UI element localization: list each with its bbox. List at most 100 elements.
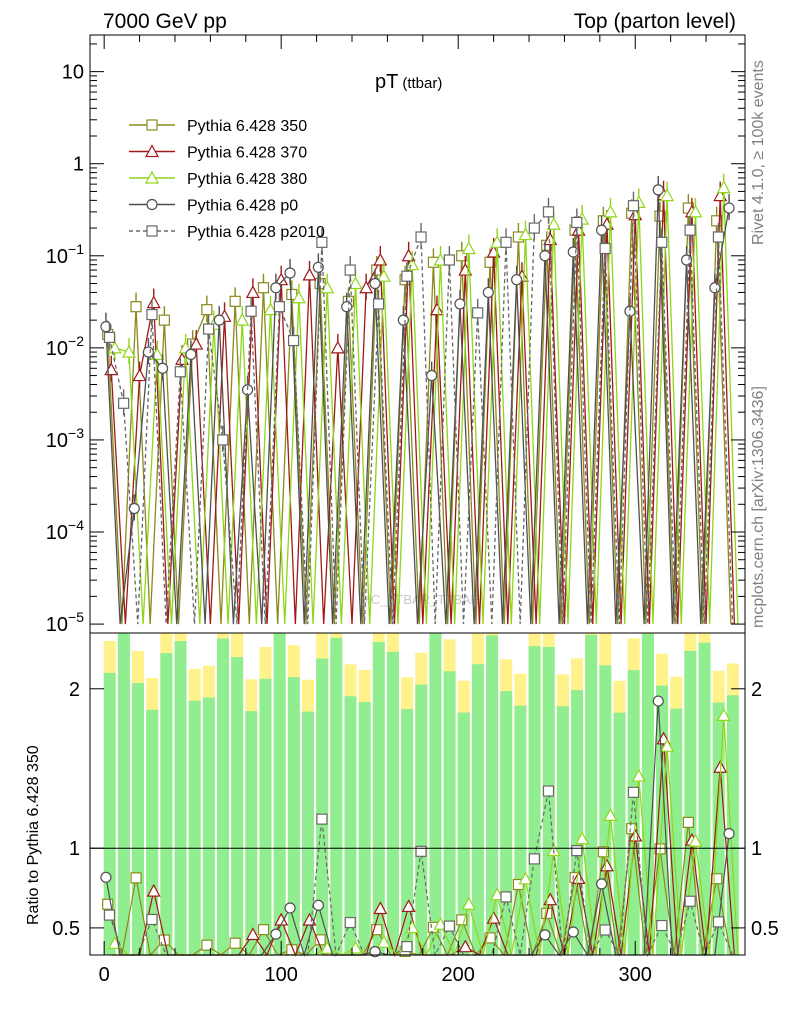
ratio-band-green — [117, 633, 130, 955]
ratio-point — [542, 785, 555, 797]
ratio-point — [571, 871, 586, 884]
ratio-band-green — [287, 677, 300, 955]
legend-marker — [146, 198, 158, 211]
series-main — [100, 173, 739, 625]
ratio-frame — [89, 632, 746, 956]
ratio-point — [627, 786, 640, 798]
ratio-point — [130, 872, 142, 884]
series-line — [107, 208, 732, 625]
ratio-band-green — [698, 642, 711, 955]
data-point — [213, 314, 225, 326]
ratio-point — [688, 833, 703, 847]
data-point — [443, 254, 455, 266]
data-point — [376, 268, 391, 282]
ratio-band-green — [344, 696, 357, 955]
ratio-band-green — [301, 711, 314, 955]
data-point — [482, 286, 494, 299]
legend-marker — [144, 144, 160, 158]
header-right: Top (parton level) — [574, 10, 736, 33]
ratio-point — [518, 871, 533, 885]
data-point — [599, 242, 611, 255]
data-point — [401, 270, 413, 282]
data-point — [348, 276, 363, 290]
data-point — [146, 308, 158, 321]
data-point — [511, 274, 523, 286]
data-point — [433, 252, 448, 266]
ratio-point — [229, 937, 241, 949]
data-point — [415, 231, 427, 243]
data-point — [567, 246, 579, 258]
y-tick-label: 10−5 — [46, 609, 84, 636]
legend-label: Pythia 6.428 350 — [187, 118, 307, 135]
ratio-point — [716, 708, 731, 721]
ratio-point — [631, 768, 646, 782]
data-point — [369, 277, 381, 290]
axes: 0 100 200 300 10 1 10−1 10−2 10−3 10−4 10−5 0.5 0.5 1… — [46, 35, 779, 986]
ratio-band-green — [372, 642, 385, 955]
y-tick-label: 10−3 — [46, 425, 84, 452]
ratio-point — [723, 828, 735, 840]
data-point — [603, 204, 618, 218]
ratio-point — [599, 924, 611, 936]
ratio-point — [500, 891, 512, 903]
data-point — [429, 302, 444, 316]
data-point — [158, 314, 170, 326]
data-point — [270, 282, 282, 294]
data-point — [263, 302, 278, 316]
data-point — [716, 180, 731, 194]
data-point — [132, 368, 147, 382]
data-point — [287, 334, 300, 347]
data-point — [344, 264, 356, 276]
data-point — [103, 331, 116, 343]
ratio-band-green — [217, 638, 229, 955]
series-line — [110, 194, 736, 625]
ratio-band-green — [160, 653, 173, 955]
data-point — [291, 290, 306, 304]
ratio-point — [146, 883, 161, 897]
ratio-point — [302, 912, 317, 926]
data-point — [330, 340, 345, 354]
data-point — [688, 204, 703, 218]
data-point — [684, 224, 696, 236]
ratio-point — [599, 858, 614, 872]
data-point — [203, 323, 215, 335]
data-point — [217, 434, 229, 446]
ratio-point — [270, 928, 282, 940]
ratio-point — [626, 823, 638, 835]
ratio-band-green — [358, 701, 371, 955]
ratio-point — [312, 899, 324, 911]
ratio-band-green — [500, 691, 513, 955]
data-point — [245, 305, 257, 317]
legend-label: Pythia 6.428 p2010 — [187, 224, 325, 241]
data-point — [128, 502, 140, 515]
series-line — [114, 187, 739, 625]
ratio-point — [490, 887, 505, 901]
y-tick-label: 10−2 — [46, 333, 84, 360]
ratio-band-green — [188, 700, 201, 955]
ratio-tick-label: 0.5 — [52, 918, 80, 940]
ratio-point — [348, 940, 363, 954]
data-point — [528, 222, 540, 234]
data-point — [316, 236, 328, 248]
ratio-band-green — [174, 641, 187, 955]
chart-title-main: pT — [375, 71, 398, 93]
ratio-point — [458, 939, 473, 953]
ratio-point — [415, 845, 427, 857]
ratio-band-green — [641, 633, 654, 955]
data-point — [118, 397, 130, 409]
data-point — [454, 298, 466, 310]
data-point — [656, 236, 668, 248]
data-point — [185, 348, 197, 360]
x-tick-label: 0 — [99, 964, 110, 986]
x-tick-label: 100 — [265, 964, 298, 986]
chart-title-sub: (ttbar) — [402, 75, 442, 92]
data-point — [107, 340, 122, 354]
legend-label: Pythia 6.428 p0 — [187, 198, 298, 215]
ratio-band-green — [273, 633, 286, 955]
ratio-band-green — [415, 684, 428, 955]
ratio-point — [711, 873, 723, 885]
data-point — [712, 231, 725, 243]
data-point — [100, 321, 112, 333]
ratio-point — [652, 695, 664, 707]
